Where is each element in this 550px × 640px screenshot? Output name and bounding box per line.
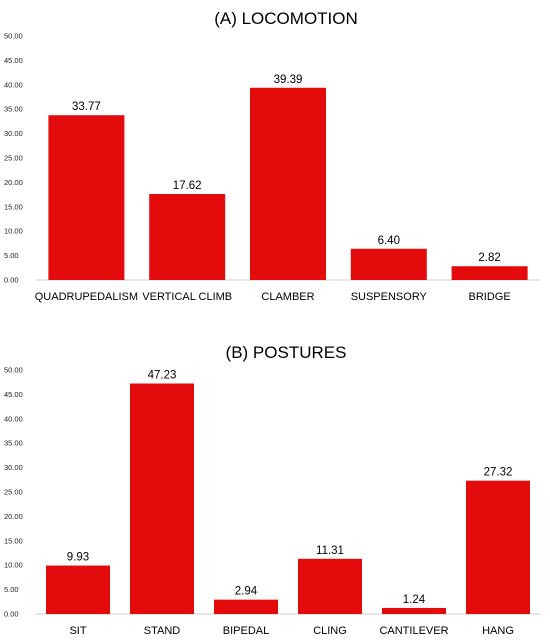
data-label: 9.93 — [67, 552, 89, 564]
y-tick-label: 40.00 — [4, 414, 23, 423]
y-tick-label: 25.00 — [4, 154, 23, 163]
y-tick-label: 35.00 — [4, 105, 23, 114]
y-tick-label: 35.00 — [4, 439, 23, 448]
y-tick-label: 25.00 — [4, 488, 23, 497]
x-tick-label: CLING — [313, 625, 347, 637]
x-tick-label: STAND — [144, 625, 181, 637]
y-tick-label: 15.00 — [4, 202, 23, 211]
x-tick-label: SUSPENSORY — [351, 291, 428, 303]
y-tick-label: 20.00 — [4, 178, 23, 187]
bar — [214, 599, 278, 614]
y-tick-label: 15.00 — [4, 536, 23, 545]
bar — [298, 558, 362, 614]
y-tick-label: 10.00 — [4, 227, 23, 236]
data-label: 6.40 — [378, 235, 400, 247]
y-tick-label: 30.00 — [4, 463, 23, 472]
data-label: 33.77 — [72, 101, 101, 113]
y-tick-label: 40.00 — [4, 80, 23, 89]
x-tick-label: QUADRUPEDALISM — [35, 291, 138, 303]
bar — [130, 383, 194, 614]
data-label: 2.82 — [478, 252, 500, 264]
data-label: 47.23 — [148, 370, 177, 382]
x-tick-label: BRIDGE — [469, 291, 511, 303]
bar — [149, 194, 226, 280]
x-tick-label: SIT — [69, 625, 86, 637]
y-tick-label: 30.00 — [4, 129, 23, 138]
bar — [451, 266, 528, 280]
data-label: 1.24 — [403, 594, 426, 606]
y-tick-label: 50.00 — [4, 366, 23, 375]
data-label: 2.94 — [235, 586, 258, 598]
y-tick-label: 45.00 — [4, 56, 23, 65]
y-tick-label: 20.00 — [4, 512, 23, 521]
y-tick-label: 5.00 — [4, 251, 19, 260]
chart-title: (A) LOCOMOTION — [214, 9, 358, 28]
data-label: 27.32 — [484, 467, 513, 479]
x-tick-label: VERTICAL CLIMB — [142, 291, 232, 303]
y-tick-label: 0.00 — [4, 276, 19, 285]
x-tick-label: HANG — [482, 625, 514, 637]
data-label: 17.62 — [173, 180, 202, 192]
bar — [382, 607, 446, 614]
y-tick-label: 0.00 — [4, 610, 19, 619]
y-tick-label: 50.00 — [4, 32, 23, 41]
bar — [350, 248, 427, 280]
data-label: 39.39 — [274, 74, 303, 86]
chart-locomotion: (A) LOCOMOTION 0.00 5.00 10.00 15.00 20.00 25… — [4, 9, 540, 303]
x-tick-label: CANTILEVER — [379, 625, 448, 637]
y-tick-label: 5.00 — [4, 585, 19, 594]
x-tick-label: CLAMBER — [261, 291, 314, 303]
y-tick-label: 10.00 — [4, 561, 23, 570]
chart-title: (B) POSTURES — [226, 343, 347, 362]
y-tick-label: 45.00 — [4, 390, 23, 399]
x-tick-label: BIPEDAL — [223, 625, 269, 637]
bar — [48, 115, 125, 281]
bar — [250, 87, 326, 281]
chart-postures: (B) POSTURES 0.00 5.00 10.00 15.00 20.00 25.0… — [4, 343, 540, 637]
bar — [466, 480, 530, 614]
data-label: 11.31 — [316, 545, 344, 557]
bar — [46, 565, 110, 614]
